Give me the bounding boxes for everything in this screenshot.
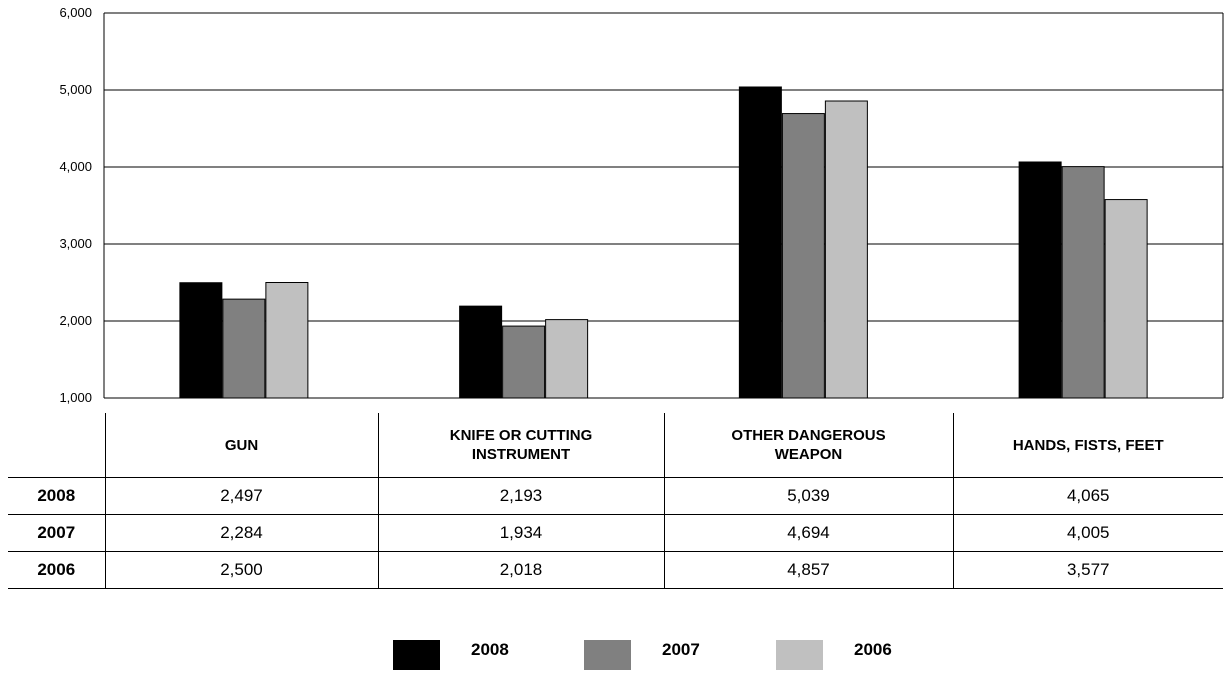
legend-label: 2007 [662, 640, 700, 660]
table-cell: 2,284 [105, 515, 378, 552]
bar-2006 [546, 320, 588, 398]
row-year-label: 2006 [8, 552, 105, 589]
y-tick-label: 4,000 [59, 159, 92, 174]
y-tick-label: 5,000 [59, 82, 92, 97]
bar-2007 [503, 326, 545, 398]
table-cell: 2,193 [378, 478, 664, 515]
table-cell: 4,857 [664, 552, 953, 589]
y-axis-tick-labels: 1,000 2,000 3,000 4,000 5,000 6,000 [59, 5, 92, 405]
column-header: GUN [105, 413, 378, 478]
bar-2006 [825, 101, 867, 398]
column-header: OTHER DANGEROUS WEAPON [664, 413, 953, 478]
bar-2008 [739, 87, 781, 398]
legend-label: 2006 [854, 640, 892, 660]
legend-swatch [393, 640, 440, 670]
legend-label: 2008 [471, 640, 509, 660]
table-cell: 3,577 [953, 552, 1223, 589]
table-cell: 2,500 [105, 552, 378, 589]
row-year-label: 2008 [8, 478, 105, 515]
row-year-label: 2007 [8, 515, 105, 552]
column-header: KNIFE OR CUTTING INSTRUMENT [378, 413, 664, 478]
bar-2007 [1062, 167, 1104, 398]
y-tick-label: 6,000 [59, 5, 92, 20]
table-header-row: GUN KNIFE OR CUTTING INSTRUMENT OTHER DA… [8, 413, 1223, 478]
table-cell: 4,694 [664, 515, 953, 552]
table-row: 2007 2,284 1,934 4,694 4,005 [8, 515, 1223, 552]
bar-2007 [223, 299, 265, 398]
bar-chart: 1,000 2,000 3,000 4,000 5,000 6,000 [0, 0, 1224, 410]
legend-swatch [776, 640, 823, 670]
column-header: HANDS, FISTS, FEET [953, 413, 1223, 478]
table-corner-cell [8, 413, 105, 478]
bar-2006 [1105, 200, 1147, 398]
bar-2008 [460, 306, 502, 398]
bar-2007 [782, 114, 824, 398]
legend-swatch [584, 640, 631, 670]
table-cell: 5,039 [664, 478, 953, 515]
y-tick-label: 2,000 [59, 313, 92, 328]
table-cell: 4,065 [953, 478, 1223, 515]
legend: 2008 2007 2006 [0, 640, 1224, 670]
data-table: GUN KNIFE OR CUTTING INSTRUMENT OTHER DA… [8, 413, 1223, 589]
bar-2006 [266, 283, 308, 399]
bar-2008 [180, 283, 222, 398]
table-cell: 4,005 [953, 515, 1223, 552]
table-row: 2006 2,500 2,018 4,857 3,577 [8, 552, 1223, 589]
y-tick-label: 1,000 [59, 390, 92, 405]
y-tick-label: 3,000 [59, 236, 92, 251]
bars [180, 87, 1147, 398]
table-cell: 1,934 [378, 515, 664, 552]
table-row: 2008 2,497 2,193 5,039 4,065 [8, 478, 1223, 515]
table-cell: 2,018 [378, 552, 664, 589]
bar-2008 [1019, 162, 1061, 398]
table-cell: 2,497 [105, 478, 378, 515]
